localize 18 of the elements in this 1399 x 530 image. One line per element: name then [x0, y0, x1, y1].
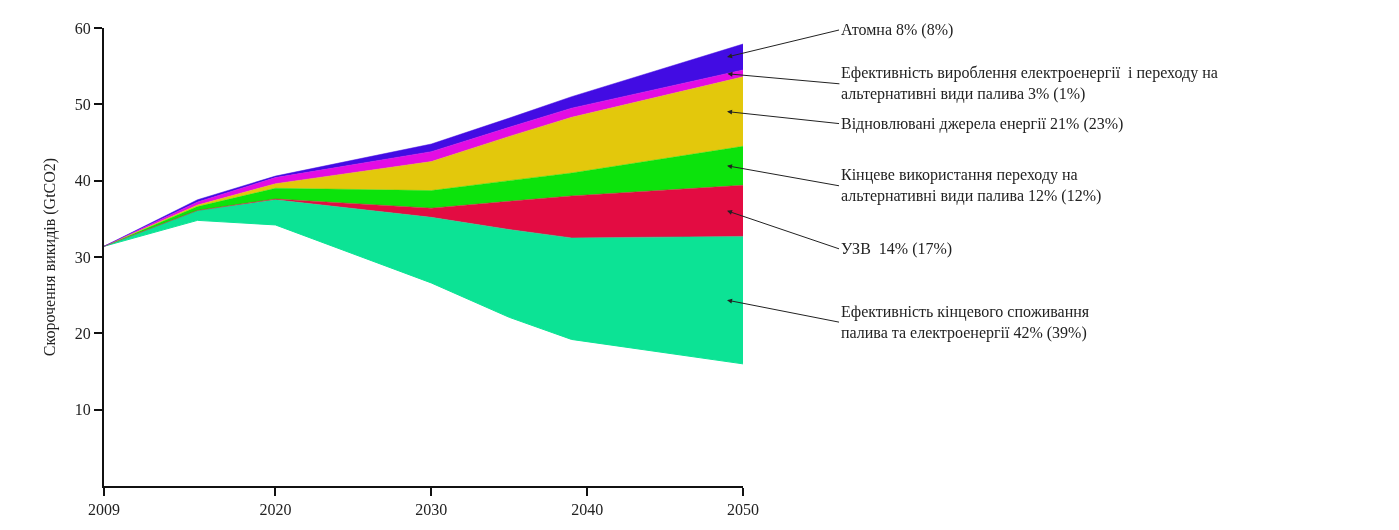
- text: Відновлювані джерела енергії 21% (23%): [841, 115, 1124, 133]
- y-tick-label: 10: [74, 401, 91, 419]
- y-tick-label: 20: [74, 324, 91, 342]
- annotation: Ефективність вироблення електроенергії і переходу на альтернативні види палива 3% (1%): [841, 64, 1218, 103]
- x-tick-label: 2009: [88, 501, 120, 519]
- y-axis-title: Скорочення викидів (GtCO2): [41, 157, 60, 357]
- text: Кінцеве використання переходу на альтернативні види палива 12% (12%): [841, 166, 1102, 205]
- x-tick-label: 2050: [727, 501, 759, 519]
- y-tick-label: 30: [74, 248, 91, 266]
- text: Атомна 8% (8%): [841, 21, 954, 39]
- x-tick-label: 2040: [571, 501, 604, 519]
- text: УЗВ 14% (17%): [841, 240, 953, 258]
- y-tick-label: 40: [74, 172, 91, 190]
- x-tick-label: 2030: [415, 501, 448, 519]
- x-tick-label: 2020: [259, 501, 292, 519]
- text: Ефективність кінцевого споживання палива та електроенергії 42% (39%): [841, 303, 1090, 342]
- y-tick-label: 50: [74, 95, 91, 113]
- y-tick-label: 60: [74, 19, 91, 37]
